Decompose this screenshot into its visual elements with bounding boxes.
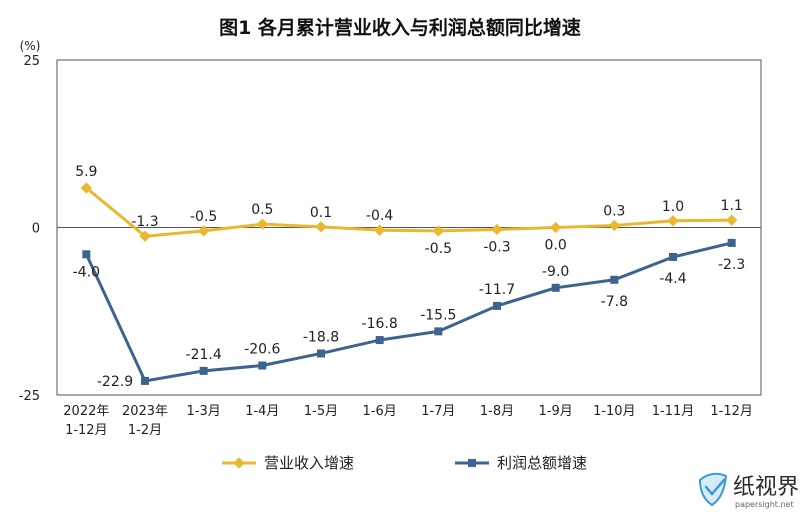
y-axis-unit: (%) (20, 39, 41, 53)
data-label: 5.9 (75, 164, 97, 180)
x-tick-label: 1-12月 (65, 423, 108, 438)
data-label: 0.0 (545, 238, 567, 254)
legend: 营业收入增速 利润总额增速 (222, 454, 587, 472)
data-label: -20.6 (244, 342, 280, 358)
data-point (199, 366, 208, 375)
series-line-0 (85, 186, 732, 238)
legend-label: 营业收入增速 (264, 454, 354, 472)
x-tick-label: 1-8月 (480, 404, 514, 419)
data-label: -21.4 (186, 347, 222, 363)
y-axis-ticks: 25 0 -25 (19, 54, 40, 404)
data-label: -7.8 (601, 294, 628, 310)
data-point (727, 238, 736, 247)
data-label: 1.0 (662, 199, 684, 215)
x-tick-label: 1-3月 (187, 404, 221, 419)
data-label: -1.3 (131, 214, 158, 230)
x-tick-label: 1-4月 (245, 404, 279, 419)
x-tick-label: 1-9月 (539, 404, 573, 419)
data-point (141, 376, 149, 385)
data-point (608, 219, 620, 232)
data-label: -0.5 (190, 209, 217, 225)
data-point (610, 275, 619, 284)
data-point (82, 250, 91, 259)
y-tick-label: -25 (19, 389, 40, 404)
data-label: -4.0 (73, 264, 100, 280)
check-shield-logo-icon (698, 472, 728, 507)
data-label: 1.1 (721, 198, 743, 214)
data-point (669, 252, 677, 261)
data-point (491, 223, 503, 236)
data-point (375, 336, 384, 345)
x-tick-label: 1-7月 (421, 404, 455, 419)
data-label: 0.3 (603, 203, 625, 219)
x-tick-label: 1-5月 (304, 404, 338, 419)
watermark-text: 纸视界 (733, 475, 799, 500)
data-label: -9.0 (542, 264, 569, 280)
x-tick-label: 1-11月 (652, 404, 695, 419)
x-tick-label: 2023年 (122, 404, 168, 419)
data-point (198, 225, 210, 237)
data-label: -18.8 (303, 329, 339, 345)
data-point (139, 230, 151, 242)
watermark-subtext: papersight.net (735, 500, 794, 509)
x-tick-label: 2022年 (63, 404, 109, 419)
legend-marker (468, 459, 476, 467)
data-point (550, 221, 562, 234)
data-point (258, 361, 267, 370)
legend-marker (233, 457, 245, 469)
data-point (667, 215, 679, 227)
data-point (551, 283, 560, 292)
data-point (432, 225, 444, 237)
data-point (315, 221, 327, 233)
x-tick-label: 1-10月 (593, 404, 636, 419)
x-tick-label: 1-12月 (710, 404, 753, 419)
data-label: -0.5 (425, 241, 452, 257)
data-point (493, 301, 501, 310)
chart-title: 图1 各月累计营业收入与利润总额同比增速 (219, 16, 581, 39)
data-label: -0.4 (366, 208, 393, 224)
series-layer: 5.9 -1.3 -0.5 0.5 0.1 -0.4 -0.5 -0.3 0.0 0.3 1.0 1.… (73, 164, 746, 390)
data-point (726, 214, 738, 226)
watermark: 纸视界 papersight.net (698, 472, 799, 509)
data-point (434, 327, 443, 336)
data-label: -15.5 (420, 307, 456, 323)
y-tick-label: 0 (32, 222, 40, 237)
x-tick-label: 1-6月 (363, 404, 397, 419)
data-label: -22.9 (97, 374, 133, 390)
data-label: 0.5 (251, 202, 273, 218)
data-point (256, 218, 268, 230)
x-axis-ticks: 2022年 1-12月 2023年 1-2月 1-3月 1-4月 1-5月 1-6月 1-7月 1… (63, 404, 753, 438)
data-label: -16.8 (362, 316, 398, 332)
data-point (374, 224, 386, 236)
data-label: -0.3 (483, 240, 510, 256)
data-label: -11.7 (479, 282, 515, 298)
data-label: 0.1 (310, 205, 332, 221)
data-label: -2.3 (718, 257, 745, 273)
data-label: -4.4 (659, 271, 686, 287)
legend-label: 利润总额增速 (497, 454, 587, 472)
y-tick-label: 25 (23, 54, 40, 69)
data-point (317, 349, 325, 358)
x-tick-label: 1-2月 (128, 423, 162, 438)
series-line-1 (84, 241, 733, 383)
